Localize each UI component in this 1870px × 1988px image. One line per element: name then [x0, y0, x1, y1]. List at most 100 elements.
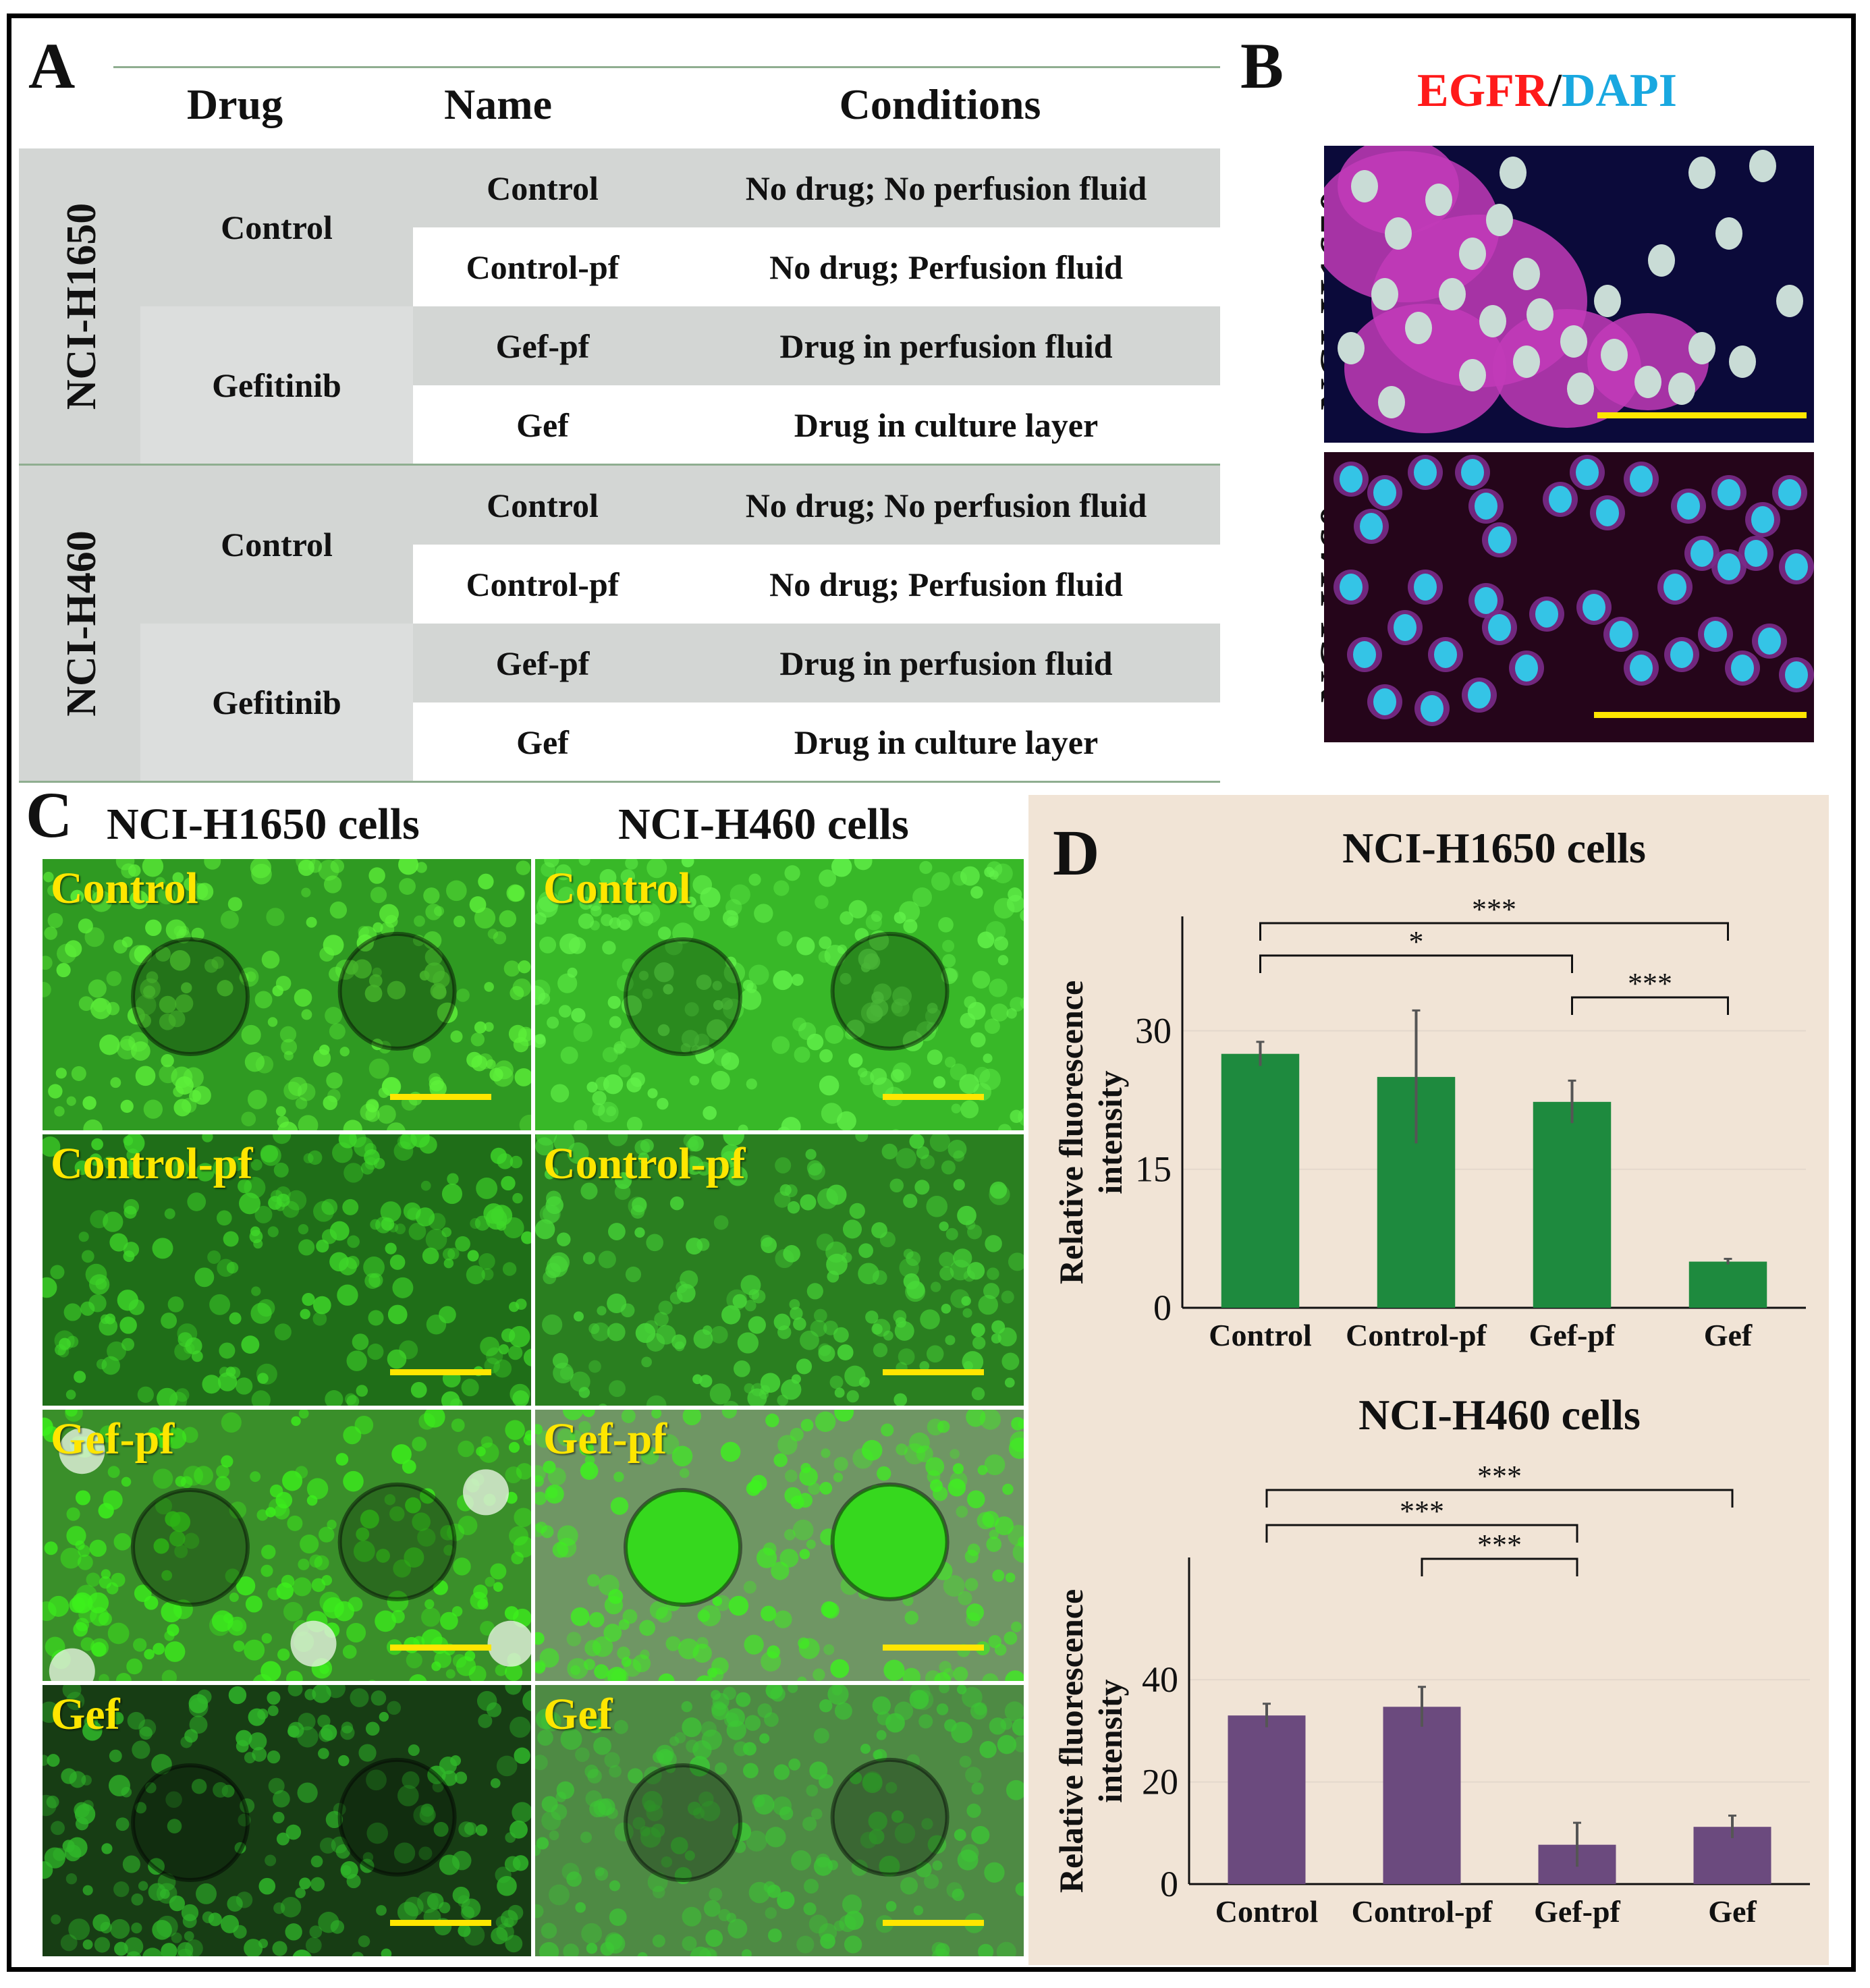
cell-dot	[941, 1160, 956, 1175]
cell-dot	[588, 1611, 605, 1628]
cell-dot	[239, 972, 249, 983]
cell-dot	[502, 1262, 517, 1276]
cell-dot	[978, 1943, 994, 1956]
cell-dot	[416, 862, 427, 873]
cell-dot	[623, 1659, 642, 1677]
cell-dot	[442, 1248, 456, 1261]
bar	[1688, 1261, 1767, 1308]
cell-dot	[335, 1453, 349, 1466]
cell-dot	[746, 1830, 767, 1852]
cell-dot	[733, 1741, 748, 1757]
cell-dot	[634, 1227, 645, 1238]
cell-dot	[959, 1755, 972, 1768]
cell-dot	[767, 1645, 780, 1659]
microwell	[337, 1482, 457, 1601]
cell-dot	[84, 927, 105, 947]
cell-dot	[165, 1791, 182, 1808]
cell-dot	[725, 899, 742, 916]
cell-dot	[360, 1858, 375, 1873]
cell-dot	[56, 962, 71, 978]
cell-dot	[903, 918, 918, 933]
cell-dot	[250, 1302, 272, 1324]
cell-dot	[599, 1403, 607, 1406]
cell-dot	[833, 1456, 848, 1471]
cell-dot	[273, 1902, 285, 1914]
cell-dot	[99, 1425, 117, 1443]
cell-dot	[872, 1077, 894, 1099]
nucleus	[1688, 332, 1715, 364]
cell-dot	[937, 1420, 950, 1433]
cell-dot	[535, 1430, 553, 1448]
cell-dot	[107, 1341, 126, 1361]
cell-dot	[143, 985, 156, 998]
cell-dot	[467, 1250, 479, 1262]
nucleus	[1353, 641, 1376, 668]
cell-dot	[970, 1032, 986, 1048]
cell-dot	[748, 964, 769, 985]
cell-dot	[55, 1344, 66, 1356]
cell-dot	[207, 1250, 221, 1264]
cell-dot	[580, 1182, 598, 1200]
cell-dot	[405, 1497, 421, 1514]
cell-dot	[209, 1614, 231, 1636]
cell-dot	[550, 1084, 570, 1103]
cell-dot	[157, 887, 175, 905]
cell-dot	[860, 1002, 883, 1024]
cell-dot	[783, 1528, 796, 1541]
cell-dot	[946, 1882, 962, 1898]
cell-dot	[953, 1179, 965, 1191]
panel-c-letter: C	[26, 779, 73, 851]
cell-dot	[161, 1570, 173, 1581]
cell-dot	[503, 960, 520, 977]
cell-dot	[57, 1346, 70, 1358]
cell-dot	[593, 1736, 611, 1755]
cell-dot	[953, 1666, 968, 1681]
cell-dot	[74, 1160, 90, 1176]
cell-dot	[929, 1479, 943, 1493]
cell-dot	[419, 1806, 436, 1823]
cell-dot	[60, 1934, 78, 1952]
cell-dot	[172, 872, 184, 884]
cell-dot	[316, 1239, 329, 1253]
cell-dot	[799, 1467, 818, 1486]
cell-dot	[292, 1950, 312, 1956]
cell-dot	[938, 917, 954, 933]
cell-dot	[346, 1256, 360, 1269]
microwell	[337, 1757, 457, 1877]
cell-dot	[816, 1234, 834, 1251]
cell-dot	[558, 1005, 572, 1018]
cell-dot	[106, 970, 122, 987]
cell-dot	[971, 1323, 985, 1337]
cell-dot	[727, 1166, 748, 1186]
scale-bar	[883, 1645, 984, 1651]
cell-dot	[412, 935, 424, 947]
cell-dot	[1001, 1352, 1020, 1371]
cell-dot	[684, 1155, 700, 1172]
cell-dot	[363, 1257, 385, 1278]
cell-dot	[418, 1413, 436, 1430]
cell-dot	[189, 1715, 208, 1734]
cell-dot	[709, 1383, 732, 1405]
cell-dot	[827, 1270, 840, 1283]
cell-dot	[602, 941, 616, 955]
cell-dot	[66, 1692, 85, 1711]
cell-dot	[126, 1658, 142, 1675]
name-cell: Gef-pf	[413, 306, 672, 385]
cell-dot	[106, 1001, 120, 1016]
cell-dot	[1008, 1252, 1024, 1271]
cell-dot	[817, 1188, 838, 1209]
cell-dot	[777, 1435, 798, 1455]
cell-dot	[877, 1466, 891, 1481]
nucleus	[1668, 372, 1695, 405]
cell-dot	[458, 1924, 471, 1937]
cell-dot	[469, 896, 487, 913]
cell-dot	[47, 885, 59, 897]
cell-dot	[813, 1668, 825, 1681]
cell-dot	[638, 1152, 649, 1164]
cell-dot	[490, 1147, 507, 1164]
cell-dot	[661, 1856, 673, 1868]
cell-dot	[229, 1312, 242, 1325]
cell-dot	[255, 1055, 274, 1074]
cell-dot	[208, 1912, 222, 1927]
cell-dot	[625, 859, 638, 870]
